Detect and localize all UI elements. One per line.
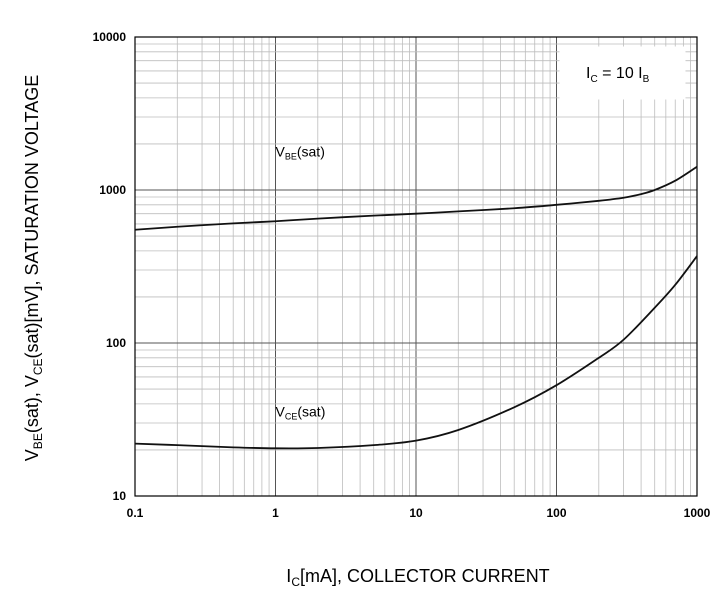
- series-line-vce-sat: [134, 255, 698, 450]
- y-tick-label: 100: [106, 336, 126, 350]
- y-tick-label: 1000: [99, 183, 126, 197]
- x-tick-label: 10: [409, 506, 423, 520]
- series-layer: [134, 165, 698, 450]
- legend-text: IC = 10 IB: [586, 65, 650, 85]
- series-label-vbe-sat: VBE(sat): [276, 144, 325, 162]
- tick-labels: 0.1 1 10 100 1000 10 100 1000 10000: [93, 30, 711, 520]
- y-axis-title: VBE(sat), VCE(sat)[mV], SATURATION VOLTA…: [22, 75, 45, 461]
- series-line-vbe-sat: [134, 165, 698, 231]
- y-tick-label: 10: [113, 489, 127, 503]
- y-tick-label: 10000: [93, 30, 127, 44]
- x-tick-label: 100: [546, 506, 566, 520]
- x-tick-label: 1000: [684, 506, 711, 520]
- plot-frame: [134, 36, 698, 497]
- x-tick-label: 0.1: [127, 506, 144, 520]
- legend-box: [559, 46, 686, 100]
- series-label-vce-sat: VCE(sat): [276, 404, 326, 422]
- x-axis-title: IC[mA], COLLECTOR CURRENT: [286, 566, 549, 589]
- x-tick-label: 1: [272, 506, 279, 520]
- grid-lines: [134, 37, 697, 497]
